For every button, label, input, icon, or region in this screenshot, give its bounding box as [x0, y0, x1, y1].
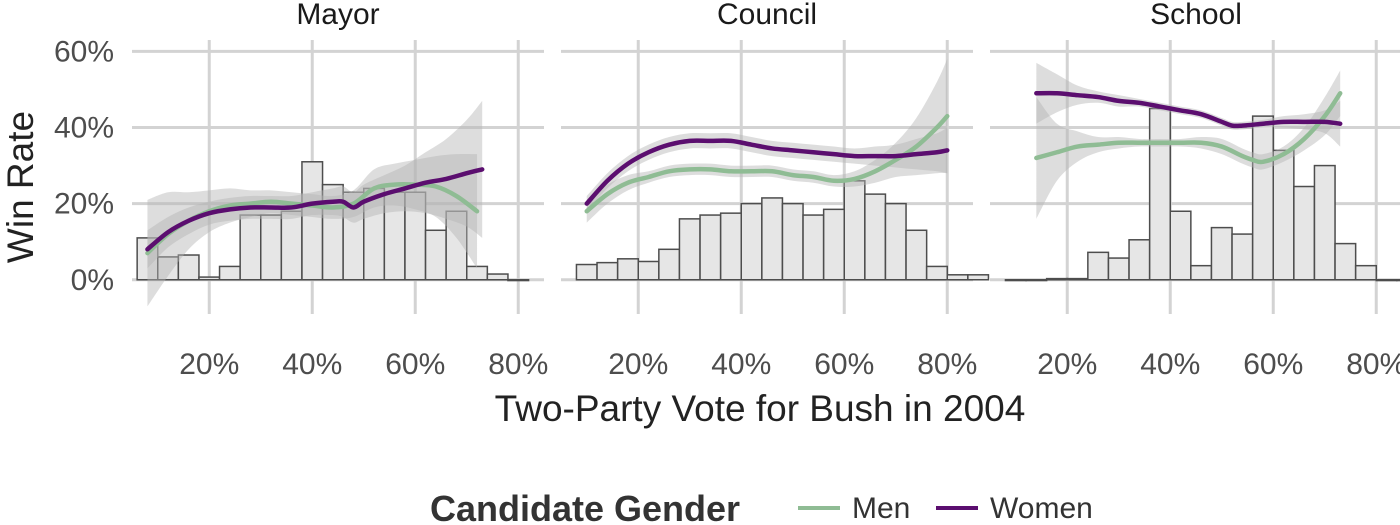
women-trend-line [1034, 90, 1343, 129]
histogram-bar [740, 202, 763, 281]
histogram-bar [1004, 279, 1027, 282]
legend-label-men: Men [852, 492, 910, 525]
men-confidence-band [586, 59, 948, 223]
men-trend-line [1034, 91, 1343, 165]
histogram-bar [280, 210, 303, 281]
women-trend-line [145, 167, 485, 252]
histogram-bar [1396, 279, 1400, 282]
histogram-bar [424, 229, 447, 281]
histogram-bar [1231, 233, 1254, 281]
histogram-bar [1025, 279, 1048, 282]
facet-council: Council 20% 40% 60% 80% [561, 0, 990, 381]
facet-title: Council [717, 0, 817, 31]
histogram-bar [1334, 242, 1357, 281]
histogram-bar [967, 274, 990, 281]
histogram-bar [1045, 277, 1069, 281]
x-tick-label: 40% [711, 348, 771, 381]
histogram-bar [843, 180, 866, 281]
histogram-bar [445, 210, 468, 281]
x-tick-label: 80% [1346, 348, 1400, 381]
y-tick-label: 20% [54, 188, 114, 221]
y-tick-label: 60% [54, 35, 114, 68]
histogram-bar [177, 254, 200, 281]
x-axis-title: Two-Party Vote for Bush in 2004 [495, 388, 1026, 429]
histogram-bar [1190, 264, 1213, 281]
histogram-bar [925, 265, 949, 281]
x-tick-label: 20% [179, 348, 239, 381]
histogram-bar [260, 214, 283, 281]
histogram-bar [658, 248, 681, 281]
y-axis-title: Win Rate [0, 111, 41, 263]
histogram-bar [781, 202, 804, 281]
histogram-bar [637, 260, 660, 281]
histogram-bar [822, 208, 846, 281]
histogram-bar [1354, 264, 1378, 281]
histogram-bar [719, 212, 743, 281]
histogram-bar [1066, 277, 1089, 281]
legend-title: Candidate Gender [430, 488, 740, 525]
legend-label-women: Women [990, 492, 1093, 525]
histogram-bar [1087, 251, 1110, 281]
facet-school: School 20% 40% 60% 80% [990, 0, 1400, 381]
facet-panels: 0% 20% 40% 60% Mayor 20% 40% 60% 80% Council 20% 40… [54, 0, 1400, 381]
x-tick-label: 80% [488, 348, 548, 381]
x-tick-label: 40% [282, 348, 342, 381]
histogram-bar [239, 214, 262, 281]
histogram-bar [507, 279, 530, 282]
histogram-bar [1148, 107, 1172, 281]
histogram-bar [678, 218, 701, 281]
histogram-bar [575, 263, 598, 281]
histogram-bar [1107, 257, 1130, 281]
men-trend-line [584, 113, 950, 214]
x-tick-label: 80% [917, 348, 977, 381]
facet-title: Mayor [296, 0, 379, 31]
histogram-bar [699, 214, 722, 281]
histogram-bar [1293, 185, 1316, 281]
x-tick-label: 60% [1243, 348, 1303, 381]
histogram-bar [1313, 164, 1336, 281]
histogram-bar [1272, 149, 1295, 281]
histogram-bar [802, 214, 825, 281]
histogram-bar [1210, 226, 1233, 281]
histogram-bar [218, 265, 241, 281]
histogram-bar [884, 202, 907, 281]
histogram-bar [905, 229, 928, 281]
histogram-bar [761, 197, 784, 281]
women-confidence-band [586, 127, 948, 212]
histogram-bar [1251, 115, 1275, 281]
y-tick-label: 0% [71, 264, 114, 297]
x-tick-label: 60% [814, 348, 874, 381]
histogram-bar [1169, 210, 1192, 281]
facet-mayor: Mayor 20% 40% 60% 80% [132, 0, 548, 381]
y-tick-label: 40% [54, 112, 114, 145]
histogram-bar [486, 273, 509, 281]
x-tick-label: 60% [385, 348, 445, 381]
legend: Candidate Gender Men Women [430, 488, 1093, 525]
histogram-bar [596, 261, 619, 281]
x-tick-label: 40% [1140, 348, 1200, 381]
histogram-bar [466, 265, 489, 281]
x-tick-label: 20% [608, 348, 668, 381]
histogram-bar [1128, 239, 1151, 281]
histogram-bar [301, 161, 324, 281]
x-tick-label: 20% [1037, 348, 1097, 381]
histogram-bar [1375, 279, 1398, 282]
histogram-bar [946, 274, 969, 281]
women-trend-line [584, 138, 950, 206]
histogram-bar [198, 276, 221, 281]
histogram-bar [864, 193, 887, 281]
facet-title: School [1150, 0, 1242, 31]
histogram-bar [616, 258, 640, 281]
